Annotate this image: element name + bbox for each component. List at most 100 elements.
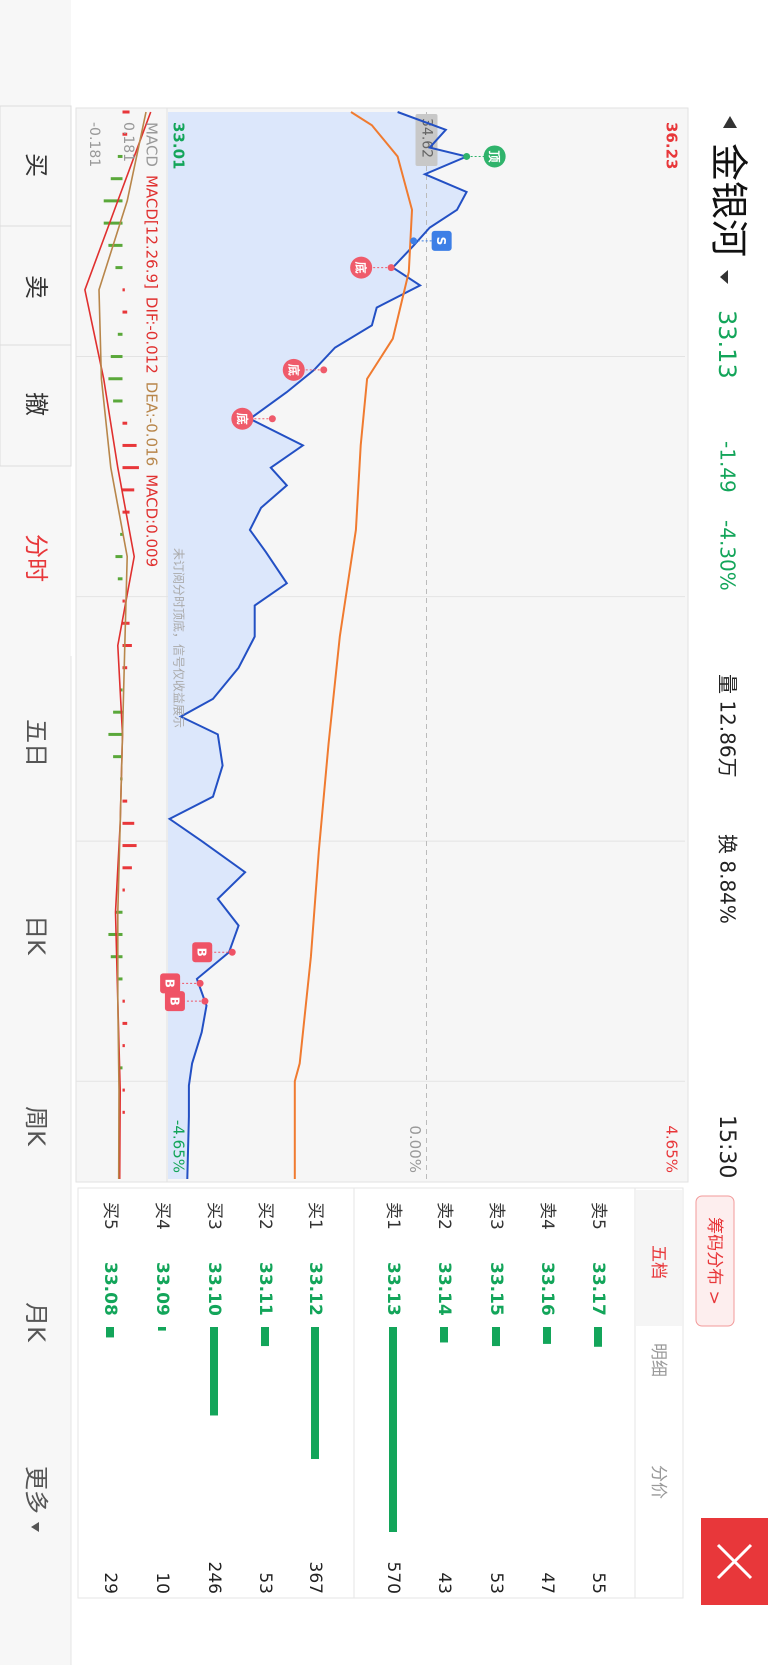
book-side: 买2	[255, 1202, 275, 1230]
nav-tab[interactable]: 撤	[22, 392, 50, 416]
y-tick-label: 36.23	[663, 122, 681, 169]
signal-point	[387, 264, 395, 272]
book-volume: 246	[204, 1562, 224, 1594]
series-line	[167, 111, 470, 1180]
chip-button-label[interactable]: 筹码分布 >	[704, 1217, 724, 1305]
book-side: 买5	[100, 1202, 120, 1230]
signal-label: 底	[235, 413, 250, 425]
change-pct: -4.30%	[716, 520, 740, 591]
book-side: 卖1	[383, 1202, 403, 1230]
signal-point	[201, 997, 209, 1005]
book-bar	[311, 1327, 319, 1459]
trade-box	[0, 105, 72, 467]
book-tab[interactable]: 明细	[648, 1343, 668, 1377]
book-bar	[594, 1327, 602, 1347]
turnover: 换 8.84%	[716, 834, 740, 924]
signal-badge	[431, 230, 452, 251]
series-line	[293, 111, 414, 1179]
nav-tab[interactable]: 月K	[22, 1302, 50, 1343]
signal-point	[410, 237, 418, 245]
macd-line	[98, 111, 147, 1180]
nav-tab[interactable]: 五日	[22, 719, 50, 767]
signal-label: B	[167, 997, 181, 1006]
price: 33.13	[713, 310, 741, 379]
signal-badge	[160, 973, 181, 994]
signal-label: 顶	[487, 150, 501, 162]
signal-badge	[164, 991, 185, 1012]
dropdown-arrow[interactable]	[720, 270, 728, 284]
book-tab[interactable]: 分价	[648, 1465, 668, 1499]
signal-badge	[483, 145, 506, 168]
book-side: 卖5	[588, 1202, 608, 1230]
book-bar	[389, 1327, 397, 1532]
book-bar	[440, 1327, 448, 1343]
signal-badge	[350, 256, 373, 279]
book-side: 卖2	[434, 1202, 454, 1230]
y2-tick-label: 0.00%	[406, 1125, 424, 1173]
nav-tab[interactable]: 分时	[22, 534, 50, 582]
book-tab[interactable]: 五档	[648, 1245, 668, 1279]
book-volume: 55	[588, 1572, 608, 1594]
book-bar	[106, 1327, 114, 1338]
book-side: 卖4	[537, 1202, 557, 1230]
book-bar	[261, 1327, 269, 1347]
signal-point	[196, 979, 204, 987]
time: 15:30	[714, 1115, 739, 1178]
signal-badge	[282, 358, 305, 381]
book-price: 33.14	[434, 1262, 454, 1316]
y2-tick-label: -4.65%	[170, 1120, 188, 1173]
book-price: 33.16	[537, 1262, 557, 1316]
baseline-label-bg	[415, 114, 438, 166]
volume: 量 12.86万	[716, 674, 740, 778]
book-side: 买3	[204, 1202, 224, 1230]
note: 未订阅分时顶底，信号仅收益展示	[172, 548, 187, 728]
close-icon	[716, 1543, 753, 1580]
nav-tab[interactable]: 买	[22, 153, 50, 177]
signal-label: 底	[286, 364, 301, 376]
order-book-frame	[77, 1187, 684, 1599]
y-tick-label: 33.01	[170, 122, 188, 169]
book-price: 33.15	[486, 1262, 506, 1316]
signal-point	[268, 415, 276, 423]
book-bar	[492, 1327, 500, 1347]
y-tick-label: 0.181	[120, 122, 136, 162]
nav-tab[interactable]: 更多	[22, 1466, 50, 1514]
nav-tab[interactable]: 卖	[22, 275, 50, 299]
signal-label: B	[195, 948, 209, 957]
book-bar	[210, 1327, 218, 1416]
signal-label: B	[163, 979, 177, 988]
change: -1.49	[716, 441, 740, 493]
signal-label: 底	[354, 262, 369, 274]
prev-arrow[interactable]	[723, 116, 737, 128]
book-volume: 29	[100, 1572, 120, 1594]
nav-more-arrow[interactable]	[31, 1522, 39, 1532]
active-tab-bg	[636, 1190, 682, 1326]
stock-name: 金银河	[707, 143, 751, 257]
signal-badge	[192, 942, 213, 963]
signal-point	[463, 152, 471, 160]
book-price: 33.08	[100, 1262, 120, 1316]
book-price: 33.11	[255, 1262, 275, 1316]
macd-legend: MACD[12.26.9]	[143, 175, 161, 289]
signal-badge	[231, 407, 254, 430]
macd-legend: MACD:0.009	[143, 474, 161, 567]
chip-button[interactable]	[695, 1195, 735, 1327]
nav-tab[interactable]: 周K	[22, 1106, 50, 1147]
nav-tab[interactable]: 日K	[22, 915, 50, 956]
book-side: 买1	[305, 1202, 325, 1230]
y2-tick-label: 4.65%	[663, 1125, 681, 1173]
signal-point	[228, 948, 236, 956]
macd-legend: DEA:-0.016	[143, 382, 161, 466]
macd-legend: MACD	[143, 122, 161, 167]
book-price: 33.17	[588, 1262, 608, 1316]
book-volume: 53	[255, 1572, 275, 1594]
book-side: 卖3	[486, 1202, 506, 1230]
price-area	[168, 112, 467, 1179]
signal-label: S	[434, 237, 448, 246]
book-bar	[543, 1327, 551, 1344]
book-volume: 367	[305, 1562, 325, 1594]
book-volume: 53	[486, 1572, 506, 1594]
y-tick-label: -0.181	[86, 122, 102, 167]
